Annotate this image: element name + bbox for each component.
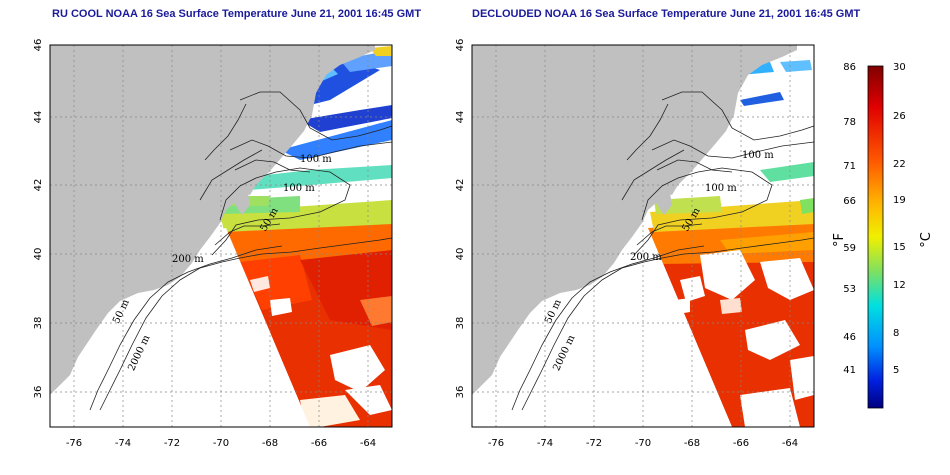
celsius-tick: 30 [893, 62, 906, 73]
x-tick: -74 [115, 438, 131, 449]
left-y-axis: 46 44 42 40 38 36 [33, 39, 44, 399]
right-x-axis: -76 -74 -72 -70 -68 -66 -64 [488, 438, 798, 449]
fahrenheit-tick: 59 [843, 243, 856, 254]
y-tick: 46 [455, 39, 466, 52]
right-map-frame [471, 44, 815, 428]
fahrenheit-unit-label: °F [832, 233, 847, 247]
y-tick: 46 [33, 39, 44, 52]
x-tick: -70 [635, 438, 651, 449]
fahrenheit-tick: 53 [843, 284, 856, 295]
x-tick: -72 [586, 438, 602, 449]
contour-label-100m: 100 m [300, 154, 332, 165]
left-map-frame [49, 44, 393, 428]
contour-label-200m: 200 m [630, 252, 662, 263]
bathymetry-contours [89, 91, 392, 411]
temperature-colorbar: 86 78 71 66 59 53 46 41 30 26 22 19 15 1… [832, 62, 934, 409]
celsius-tick: 15 [893, 242, 906, 253]
x-tick: -74 [537, 438, 553, 449]
celsius-tick: 8 [893, 328, 899, 339]
fahrenheit-tick: 86 [843, 62, 856, 73]
celsius-tick: 12 [893, 280, 906, 291]
x-tick: -70 [213, 438, 229, 449]
contour-label-100m-b: 100 m [283, 183, 315, 194]
celsius-tick: 19 [893, 195, 906, 206]
lat-lon-grid [50, 45, 392, 427]
x-tick: -68 [262, 438, 278, 449]
fahrenheit-tick: 66 [843, 196, 856, 207]
x-tick: -76 [66, 438, 82, 449]
y-tick: 36 [33, 386, 44, 399]
left-map-title: RU COOL NOAA 16 Sea Surface Temperature … [52, 8, 422, 20]
celsius-tick: 5 [893, 365, 899, 376]
colorbar-gradient [867, 65, 884, 409]
x-tick: -68 [684, 438, 700, 449]
left-map-panel: 100 m 100 m 50 m 200 m 50 m 2000 m [50, 45, 392, 427]
contour-label-100m: 100 m [742, 150, 774, 161]
y-tick: 40 [33, 248, 44, 261]
x-tick: -64 [782, 438, 798, 449]
x-tick: -66 [733, 438, 749, 449]
right-map-title: DECLOUDED NOAA 16 Sea Surface Temperatur… [472, 8, 861, 20]
y-tick: 44 [33, 111, 44, 124]
right-y-axis: 46 44 42 40 38 36 [455, 39, 466, 399]
y-tick: 36 [455, 386, 466, 399]
y-tick: 42 [455, 179, 466, 192]
lat-lon-grid [472, 45, 814, 427]
fahrenheit-tick: 41 [843, 365, 856, 376]
fahrenheit-tick: 46 [843, 332, 856, 343]
fahrenheit-tick: 71 [843, 161, 856, 172]
celsius-tick: 26 [893, 111, 906, 122]
left-x-axis: -76 -74 -72 -70 -68 -66 -64 [66, 438, 376, 449]
contour-label-100m-b: 100 m [705, 183, 737, 194]
y-tick: 42 [33, 179, 44, 192]
y-tick: 44 [455, 111, 466, 124]
celsius-unit-label: °C [919, 232, 934, 248]
y-tick: 40 [455, 248, 466, 261]
y-tick: 38 [33, 317, 44, 330]
x-tick: -64 [360, 438, 376, 449]
right-map-panel: 100 m 100 m 50 m 200 m 50 m 2000 m [472, 45, 814, 427]
fahrenheit-tick: 78 [843, 117, 856, 128]
celsius-tick: 22 [893, 159, 906, 170]
contour-label-200m: 200 m [172, 254, 204, 265]
x-tick: -76 [488, 438, 504, 449]
y-tick: 38 [455, 317, 466, 330]
x-tick: -66 [311, 438, 327, 449]
x-tick: -72 [164, 438, 180, 449]
bathymetry-contours [511, 91, 814, 411]
